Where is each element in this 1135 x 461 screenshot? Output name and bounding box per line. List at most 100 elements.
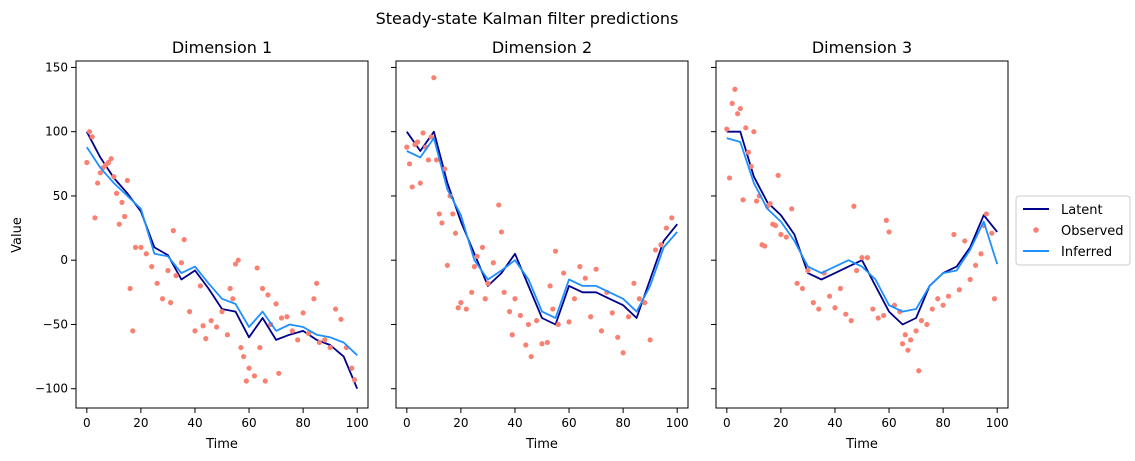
observed-point bbox=[490, 260, 496, 266]
observed-point bbox=[227, 285, 233, 292]
observed-point bbox=[523, 342, 529, 348]
observed-point bbox=[295, 337, 301, 343]
y-tick-label: 0 bbox=[60, 253, 68, 267]
observed-point bbox=[200, 323, 206, 329]
observed-point bbox=[775, 172, 781, 178]
observed-point bbox=[778, 231, 784, 238]
observed-point bbox=[547, 283, 553, 289]
inferred-series-line bbox=[726, 137, 999, 313]
observed-point bbox=[908, 337, 914, 343]
observed-point bbox=[192, 328, 198, 334]
observed-point bbox=[794, 280, 800, 286]
observed-point bbox=[899, 341, 906, 347]
observed-point bbox=[726, 175, 733, 181]
observed-point bbox=[496, 202, 502, 208]
observed-point bbox=[116, 221, 122, 227]
observed-point bbox=[647, 337, 653, 343]
observed-point bbox=[113, 190, 120, 196]
x-tick-label: 60 bbox=[881, 416, 896, 430]
x-tick-label: 20 bbox=[133, 416, 148, 430]
observed-point bbox=[753, 198, 760, 204]
observed-point bbox=[669, 215, 675, 221]
observed-point bbox=[417, 180, 423, 186]
observed-point bbox=[132, 244, 139, 250]
plot-area: 0 20 40 60 80 100 bbox=[391, 60, 689, 430]
y-axis-label: Value bbox=[10, 217, 25, 253]
observed-point bbox=[517, 312, 523, 319]
observed-point bbox=[918, 318, 925, 324]
observed-point bbox=[588, 314, 594, 320]
observed-point bbox=[751, 129, 757, 135]
observed-point bbox=[533, 318, 540, 324]
observed-point bbox=[300, 310, 306, 316]
observed-point bbox=[625, 314, 632, 320]
observed-point bbox=[259, 285, 266, 292]
observed-point bbox=[178, 260, 185, 266]
observed-point bbox=[978, 251, 984, 257]
observed-point bbox=[859, 255, 865, 261]
observed-point bbox=[816, 306, 822, 312]
observed-point bbox=[251, 373, 258, 379]
observed-point bbox=[149, 264, 155, 270]
subplot-2: Dimension 2 Time 0 20 40 60 80 100 bbox=[391, 38, 689, 452]
observed-point bbox=[181, 237, 187, 243]
observed-point bbox=[479, 244, 486, 250]
observed-point bbox=[550, 306, 556, 312]
observed-point bbox=[322, 337, 328, 343]
observed-point bbox=[571, 296, 578, 302]
observed-point bbox=[327, 344, 333, 351]
observed-point bbox=[539, 341, 545, 347]
observed-point bbox=[415, 139, 421, 145]
observed-point bbox=[351, 377, 358, 383]
observed-point bbox=[620, 350, 626, 356]
observed-point bbox=[498, 229, 505, 235]
observed-point bbox=[278, 315, 285, 321]
observed-point bbox=[883, 217, 889, 223]
observed-point bbox=[433, 157, 440, 163]
observed-point bbox=[238, 344, 244, 351]
observed-point bbox=[983, 211, 989, 217]
legend-label-inferred: Inferred bbox=[1061, 245, 1112, 260]
observed-point bbox=[905, 347, 911, 353]
x-tick-label: 0 bbox=[83, 416, 91, 430]
observed-point bbox=[420, 130, 426, 136]
observed-point bbox=[127, 285, 133, 292]
observed-point bbox=[455, 305, 461, 311]
observed-point bbox=[615, 334, 621, 340]
observed-point bbox=[851, 203, 857, 209]
observed-point bbox=[444, 262, 450, 268]
observed-point bbox=[111, 174, 117, 180]
observed-point bbox=[837, 285, 843, 292]
observed-point bbox=[989, 230, 995, 236]
observed-point bbox=[729, 100, 735, 107]
observed-point bbox=[311, 296, 317, 302]
observed-point bbox=[168, 300, 174, 306]
observed-point bbox=[555, 321, 561, 328]
observed-point bbox=[246, 365, 252, 371]
observed-point bbox=[404, 144, 410, 150]
axes-frame bbox=[395, 60, 689, 409]
observed-point bbox=[902, 332, 908, 338]
observed-point bbox=[86, 129, 93, 135]
observed-point bbox=[439, 220, 445, 226]
observed-point bbox=[154, 280, 160, 286]
x-tick-label: 0 bbox=[723, 416, 731, 430]
observed-point bbox=[566, 319, 572, 325]
x-tick-label: 0 bbox=[403, 416, 411, 430]
observed-point bbox=[772, 222, 779, 229]
observed-point bbox=[316, 339, 322, 346]
observed-point bbox=[108, 156, 114, 162]
axes-frame bbox=[75, 60, 369, 409]
x-tick-label: 40 bbox=[827, 416, 842, 430]
observed-point bbox=[425, 157, 432, 163]
subplot-title: Dimension 2 bbox=[492, 38, 592, 57]
observed-point bbox=[789, 206, 795, 212]
observed-point bbox=[940, 302, 946, 308]
observed-point bbox=[208, 318, 214, 324]
observed-point bbox=[305, 330, 312, 337]
observed-point bbox=[767, 201, 773, 207]
observed-point bbox=[916, 368, 922, 374]
observed-point bbox=[561, 270, 567, 276]
x-axis-label: Time bbox=[845, 437, 878, 452]
observed-point bbox=[724, 126, 730, 132]
